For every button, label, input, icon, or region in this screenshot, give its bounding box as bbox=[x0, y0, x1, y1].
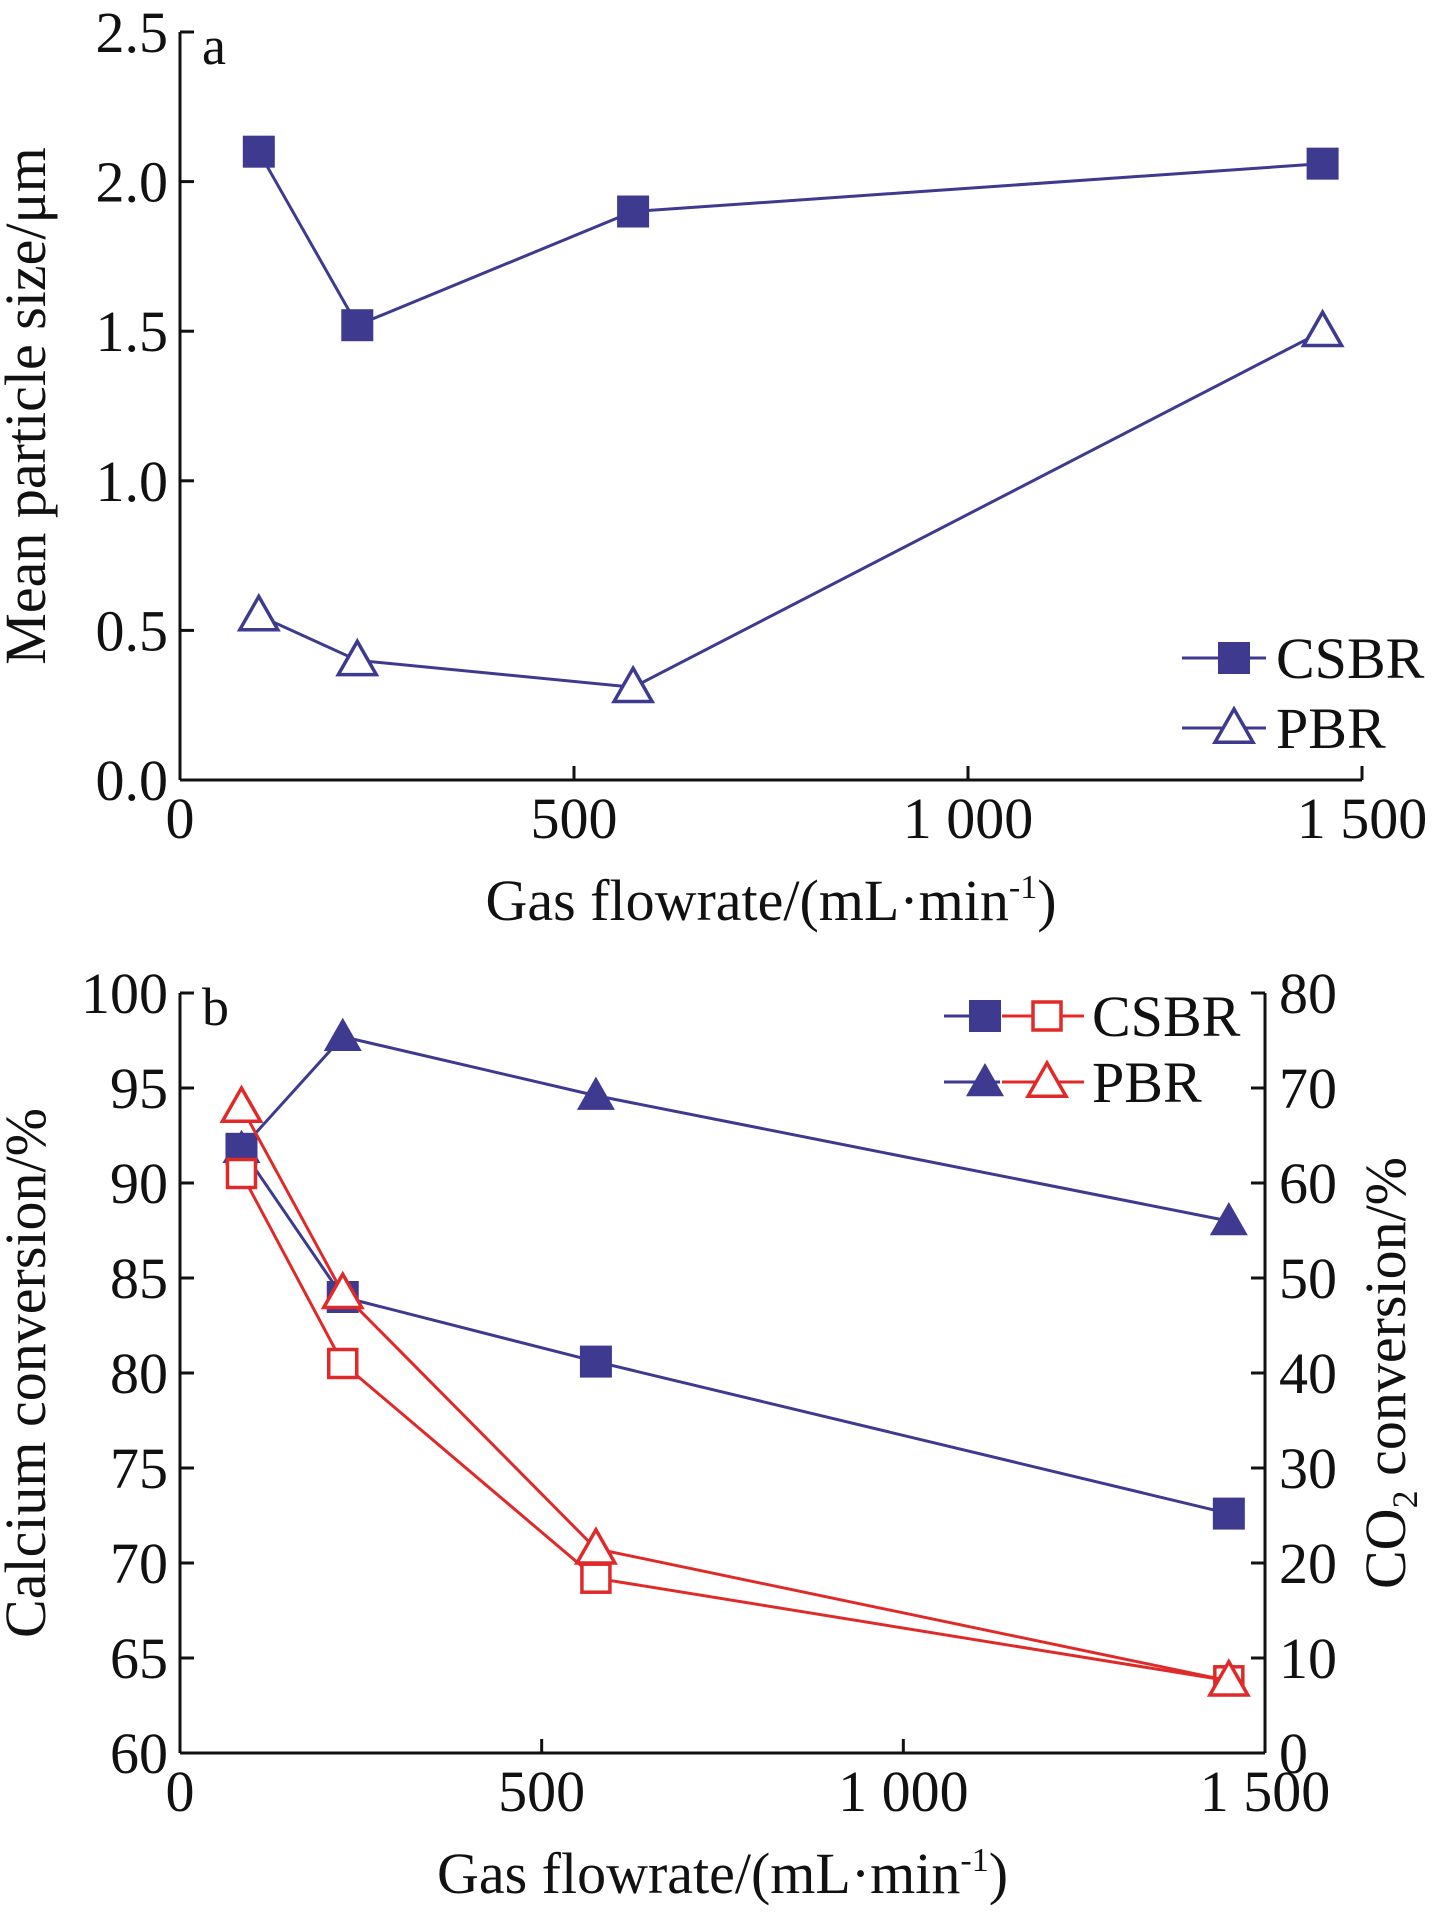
data-point bbox=[222, 1129, 261, 1164]
series-line bbox=[258, 329, 1324, 689]
panel-b-conversion-chart: 0 500 1 000 1 50060657075808590951000102030… bbox=[0, 961, 1425, 1906]
series-csbr bbox=[242, 135, 1339, 342]
y-right-tick-label: 10 bbox=[1279, 1626, 1337, 1691]
legend-label: CSBR bbox=[1092, 984, 1241, 1049]
x-tick-label: 1 500 bbox=[1297, 786, 1428, 851]
y-right-tick-label: 80 bbox=[1279, 961, 1337, 1026]
data-point bbox=[341, 309, 374, 342]
y-tick-label: 1.5 bbox=[96, 299, 169, 364]
y-axis-title: Calcium conversion/% bbox=[0, 1108, 58, 1638]
x-tick-label: 500 bbox=[498, 1759, 585, 1824]
y-right-tick-label: 0 bbox=[1279, 1721, 1308, 1786]
panel-label: a bbox=[202, 16, 226, 76]
data-point bbox=[579, 1345, 612, 1378]
data-point bbox=[1206, 1658, 1251, 1697]
y-right-tick-label: 40 bbox=[1279, 1341, 1337, 1406]
x-tick-label: 1 000 bbox=[903, 786, 1034, 851]
data-point bbox=[611, 664, 656, 704]
legend-marker bbox=[1024, 1059, 1070, 1098]
series-csbr-right bbox=[225, 1157, 1245, 1697]
y-tick-label: 0.0 bbox=[96, 748, 169, 813]
data-point bbox=[576, 1076, 615, 1110]
y-right-axis-title: CO2 conversion/% bbox=[1353, 1157, 1425, 1589]
data-point bbox=[335, 637, 380, 677]
series-line bbox=[257, 150, 1323, 328]
x-tick-label: 0 bbox=[166, 786, 195, 851]
series-line bbox=[240, 1147, 1230, 1516]
data-point bbox=[323, 1017, 362, 1051]
y-tick-label: 70 bbox=[110, 1531, 168, 1596]
data-point bbox=[320, 1270, 365, 1310]
y-tick-label: 100 bbox=[81, 961, 168, 1026]
series-line bbox=[240, 1106, 1230, 1683]
x-tick-label: 500 bbox=[531, 786, 618, 851]
legend-marker bbox=[1031, 1000, 1063, 1032]
legend-entry-pbr: PBR bbox=[944, 1050, 1202, 1115]
series-line bbox=[240, 1035, 1230, 1223]
series-pbr-left bbox=[222, 1017, 1248, 1236]
series-line bbox=[240, 1172, 1230, 1683]
y-tick-label: 2.5 bbox=[96, 0, 169, 65]
legend-label: PBR bbox=[1276, 696, 1386, 761]
series-pbr-right bbox=[219, 1084, 1251, 1697]
data-point bbox=[327, 1347, 359, 1380]
x-axis-title: Gas flowrate/(mL·min-1) bbox=[437, 1841, 1008, 1906]
y-tick-label: 95 bbox=[110, 1056, 168, 1121]
y-tick-label: 60 bbox=[110, 1721, 168, 1786]
data-point bbox=[617, 195, 650, 228]
y-right-tick-label: 50 bbox=[1279, 1246, 1337, 1311]
panel-label: b bbox=[202, 977, 229, 1037]
data-point bbox=[580, 1562, 612, 1594]
legend-marker bbox=[969, 1000, 1001, 1032]
legend-entry-pbr: PBR bbox=[1182, 696, 1386, 761]
data-point bbox=[219, 1084, 264, 1123]
legend-label: CSBR bbox=[1276, 626, 1425, 691]
y-tick-label: 2.0 bbox=[96, 150, 169, 215]
x-tick-label: 1 500 bbox=[1200, 1759, 1331, 1824]
legend-entry-csbr: CSBR bbox=[1182, 626, 1425, 691]
y-tick-label: 85 bbox=[110, 1246, 168, 1311]
data-point bbox=[573, 1526, 618, 1565]
y-tick-label: 80 bbox=[110, 1341, 168, 1406]
data-point bbox=[225, 1157, 258, 1190]
legend-marker bbox=[966, 1063, 1004, 1097]
y-axis-title: Mean particle size/μm bbox=[0, 147, 58, 664]
y-tick-label: 90 bbox=[110, 1151, 168, 1216]
x-axis-title: Gas flowrate/(mL·min-1) bbox=[485, 868, 1056, 933]
legend-marker bbox=[1218, 642, 1250, 674]
x-tick-label: 1 000 bbox=[838, 1759, 969, 1824]
panel-a-mean-particle-size-chart: 0 500 1 000 1 500 0.0 0.5 1.0 1.5 2.0 2.5 a Gas flo… bbox=[0, 0, 1427, 933]
data-point bbox=[1209, 1202, 1248, 1236]
legend-label: PBR bbox=[1092, 1050, 1202, 1115]
legend-entry-csbr: CSBR bbox=[944, 984, 1241, 1049]
y-right-tick-label: 70 bbox=[1279, 1056, 1337, 1121]
data-point bbox=[1306, 147, 1339, 180]
y-tick-label: 0.5 bbox=[96, 598, 169, 663]
legend-marker bbox=[1211, 705, 1257, 744]
y-tick-label: 1.0 bbox=[96, 449, 169, 514]
y-tick-label: 75 bbox=[110, 1436, 168, 1501]
data-point bbox=[242, 135, 275, 168]
data-point bbox=[1212, 1497, 1245, 1530]
x-tick-label: 0 bbox=[166, 1759, 195, 1824]
data-point bbox=[1300, 308, 1345, 348]
y-right-tick-label: 20 bbox=[1279, 1531, 1337, 1596]
series-pbr bbox=[236, 308, 1345, 704]
data-point bbox=[236, 592, 281, 632]
y-tick-label: 65 bbox=[110, 1626, 168, 1691]
y-right-tick-label: 30 bbox=[1279, 1436, 1337, 1501]
y-right-tick-label: 60 bbox=[1279, 1151, 1337, 1216]
